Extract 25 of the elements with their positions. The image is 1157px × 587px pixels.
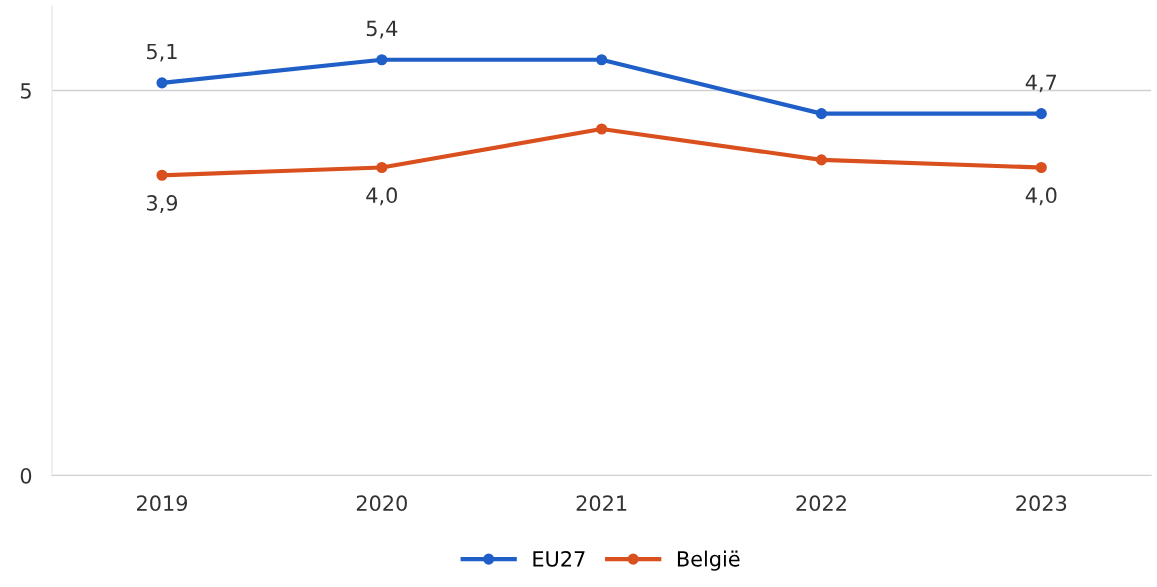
data-label: 5,4	[366, 20, 398, 39]
point	[1035, 108, 1047, 120]
x-tick-label: 2023	[1016, 495, 1067, 512]
y-tick-label: 5	[20, 83, 31, 99]
point	[376, 54, 388, 66]
point	[815, 108, 828, 120]
point	[815, 154, 828, 166]
y-tick-label: 0	[20, 467, 32, 484]
x-tick-label: 2021	[576, 495, 627, 512]
x-tick-label: 2019	[137, 495, 188, 512]
point	[156, 77, 168, 89]
x-tick-label: 2020	[356, 495, 407, 512]
point	[596, 54, 608, 66]
point	[1035, 161, 1047, 174]
point	[596, 123, 608, 135]
point	[156, 169, 168, 181]
data-label: 4,0	[366, 187, 397, 206]
data-label: 4,0	[1025, 187, 1057, 206]
point	[376, 161, 388, 174]
legend-label: EU27	[533, 550, 585, 567]
legend-label: België	[677, 550, 740, 571]
data-label: 5,1	[147, 43, 177, 62]
data-label: 4,7	[1025, 74, 1057, 93]
data-label: 3,9	[147, 195, 178, 213]
x-tick-label: 2022	[796, 495, 846, 512]
